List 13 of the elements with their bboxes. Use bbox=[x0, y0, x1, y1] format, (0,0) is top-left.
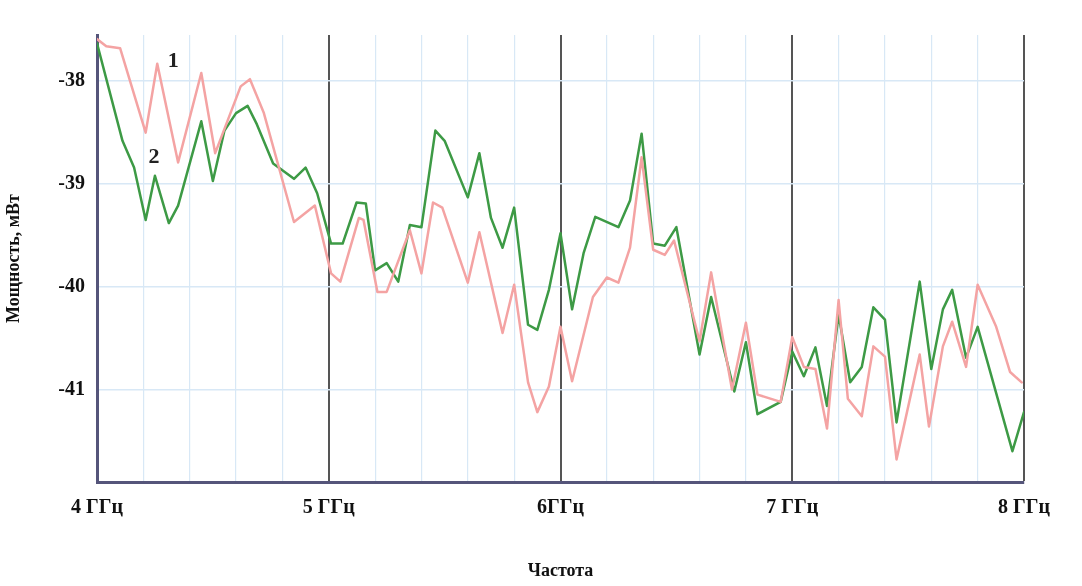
y-tick-label: -41 bbox=[58, 376, 85, 399]
y-tick-label: -40 bbox=[58, 273, 85, 296]
x-tick-label: 4 ГГц bbox=[71, 495, 124, 518]
x-tick-label: 8 ГГц bbox=[998, 495, 1051, 518]
x-tick-label: 6ГГц bbox=[537, 495, 585, 518]
x-tick-label: 7 ГГц bbox=[766, 495, 819, 518]
y-tick-label: -38 bbox=[58, 68, 85, 91]
y-tick-label: -39 bbox=[58, 171, 85, 194]
x-tick-label: 5 ГГц bbox=[302, 495, 356, 518]
y-axis-title: Мощность, мВт bbox=[3, 193, 24, 323]
series-label: 2 bbox=[148, 143, 160, 169]
x-axis-title: Частота bbox=[527, 559, 594, 580]
series-label: 1 bbox=[167, 47, 179, 73]
